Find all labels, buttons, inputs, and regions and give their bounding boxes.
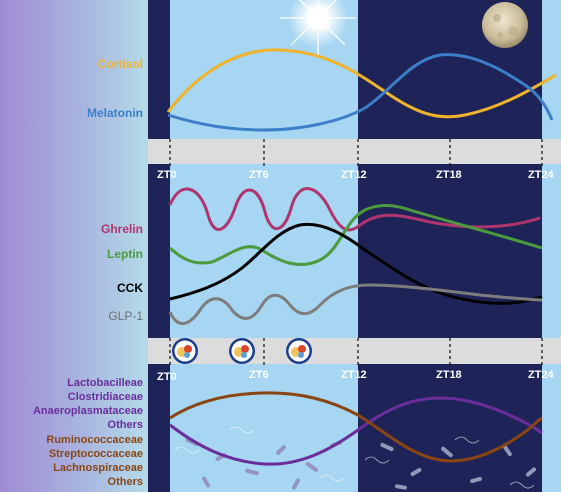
microbe-label: Streptococcaceae bbox=[48, 448, 143, 460]
night-band-start bbox=[148, 0, 170, 492]
glp1-curve bbox=[168, 283, 543, 325]
day-band-end bbox=[542, 0, 561, 492]
zt18-label-bottom: ZT18 bbox=[436, 369, 462, 381]
timeline-bar-top bbox=[148, 139, 561, 164]
timeline-ticks-top bbox=[169, 139, 543, 166]
microbe-label: Lachnospiraceae bbox=[53, 462, 143, 474]
zt12-label-top: ZT12 bbox=[341, 169, 367, 181]
microbe-label: Clostridiaceae bbox=[67, 391, 143, 403]
microbe-label: Lactobacilleae bbox=[67, 377, 143, 389]
melatonin-curve bbox=[167, 53, 554, 132]
ghrelin-curve bbox=[168, 187, 541, 232]
ghrelin-label: Ghrelin bbox=[100, 222, 143, 236]
cck-label: CCK bbox=[117, 281, 143, 295]
label-panel bbox=[0, 0, 148, 492]
cortisol-label: Cortisol bbox=[97, 57, 143, 71]
microbe-label: Others bbox=[107, 419, 143, 431]
leptin-label: Leptin bbox=[107, 247, 143, 261]
moon-icon bbox=[482, 2, 528, 48]
zt24-label-bottom: ZT24 bbox=[528, 369, 555, 381]
bacteria-illustration bbox=[174, 426, 537, 490]
meal-icon bbox=[172, 338, 198, 364]
glp1-label: GLP-1 bbox=[108, 309, 143, 323]
meal-icon bbox=[229, 338, 255, 364]
microbe-label: Anaeroplasmataceae bbox=[32, 405, 143, 417]
zt0-label-bottom: ZT0 bbox=[157, 371, 177, 383]
group2-abundance-curve bbox=[169, 391, 543, 463]
sun-icon bbox=[280, 0, 356, 56]
zt12-label-bottom: ZT12 bbox=[341, 369, 367, 381]
microbe-label: Ruminococcaceae bbox=[46, 434, 143, 446]
leptin-curve bbox=[168, 204, 543, 267]
meal-icon bbox=[286, 338, 312, 364]
timeline-bar-bottom bbox=[148, 338, 561, 364]
melatonin-label: Melatonin bbox=[87, 106, 143, 120]
cck-curve bbox=[169, 222, 543, 305]
zt18-label-top: ZT18 bbox=[436, 169, 462, 181]
day-band bbox=[170, 0, 358, 492]
timeline-ticks-bottom bbox=[169, 338, 543, 366]
microbe-label: Others bbox=[107, 476, 143, 488]
zt6-label-bottom: ZT6 bbox=[249, 369, 269, 381]
group1-abundance-curve bbox=[169, 396, 543, 466]
zt24-label-top: ZT24 bbox=[528, 169, 555, 181]
zt6-label-top: ZT6 bbox=[249, 169, 269, 181]
zt0-label-top: ZT0 bbox=[157, 169, 177, 181]
